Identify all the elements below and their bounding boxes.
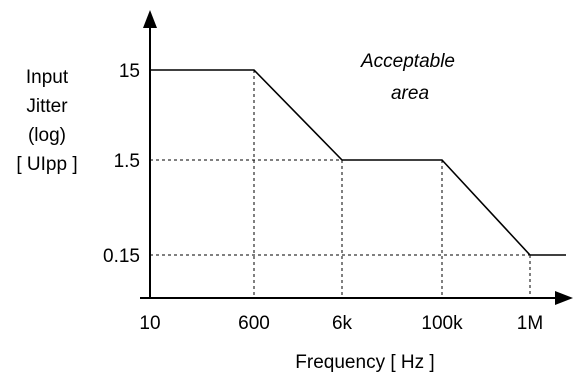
annotation-line-1: Acceptable bbox=[360, 51, 455, 72]
y-tick-label-1: 1.5 bbox=[114, 151, 140, 172]
y-axis-label: Input Jitter (log) [ UIpp ] bbox=[16, 67, 77, 175]
annotation-line-2: area bbox=[391, 83, 429, 104]
y-tick-label-2: 0.15 bbox=[103, 246, 140, 267]
x-tick-labels: 10 600 6k 100k 1M bbox=[139, 313, 543, 334]
guide-lines bbox=[150, 70, 531, 298]
x-axis-label: Frequency [ Hz ] bbox=[295, 352, 434, 373]
y-tick-label-0: 15 bbox=[119, 61, 140, 82]
y-axis-label-line-2: Jitter bbox=[26, 96, 68, 117]
y-axis-label-line-1: Input bbox=[26, 67, 69, 88]
y-tick-labels: 15 1.5 0.15 bbox=[103, 61, 140, 267]
acceptable-area-annotation: Acceptable area bbox=[360, 51, 455, 104]
x-tick-label-4: 1M bbox=[517, 313, 543, 334]
y-axis-label-line-4: [ UIpp ] bbox=[16, 154, 77, 175]
series-group bbox=[150, 69, 566, 256]
x-tick-label-2: 6k bbox=[332, 313, 353, 334]
x-tick-label-0: 10 bbox=[139, 313, 160, 334]
x-tick-label-1: 600 bbox=[238, 313, 270, 334]
y-axis-label-line-3: (log) bbox=[28, 125, 66, 146]
y-axis-arrowhead bbox=[143, 10, 157, 28]
x-tick-label-3: 100k bbox=[421, 313, 463, 334]
series-line-0 bbox=[150, 69, 566, 256]
x-axis-arrowhead bbox=[555, 291, 573, 305]
